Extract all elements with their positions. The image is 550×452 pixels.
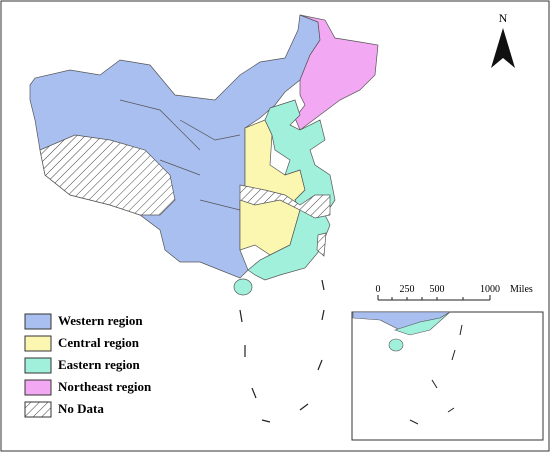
legend-label: Eastern region: [58, 357, 140, 372]
scale-label: 0: [376, 284, 381, 295]
legend-swatch: [24, 357, 52, 374]
province-border: [119, 99, 241, 211]
scale-bar: 0 250 500 1000 Miles: [376, 284, 533, 301]
no-data-area: [239, 184, 331, 219]
legend-swatch: [24, 379, 52, 396]
legend-label: Northeast region: [58, 379, 152, 394]
no-data-area: [39, 134, 176, 216]
northeast-region: [294, 14, 379, 131]
legend-swatch: [24, 401, 52, 418]
scale-label: 250: [400, 284, 415, 295]
north-arrow: N: [491, 11, 515, 68]
inset-map: [352, 311, 463, 425]
legend-label: Western region: [58, 313, 143, 328]
hainan: [233, 278, 253, 296]
scale-unit: Miles: [510, 284, 533, 295]
north-label: N: [499, 11, 508, 25]
scale-label: 1000: [480, 284, 500, 295]
legend-swatch: [24, 313, 52, 330]
eastern-region: [247, 99, 336, 281]
inset-frame: [351, 311, 544, 441]
legend-label: Central region: [58, 335, 140, 350]
regions: [29, 14, 379, 296]
no-data-area: [316, 232, 327, 257]
legend: Western region Central region Eastern regi…: [24, 313, 152, 418]
legend-label: No Data: [58, 401, 104, 416]
sea-boundary: [239, 279, 325, 423]
legend-swatch: [24, 335, 52, 352]
scale-label: 500: [430, 284, 445, 295]
